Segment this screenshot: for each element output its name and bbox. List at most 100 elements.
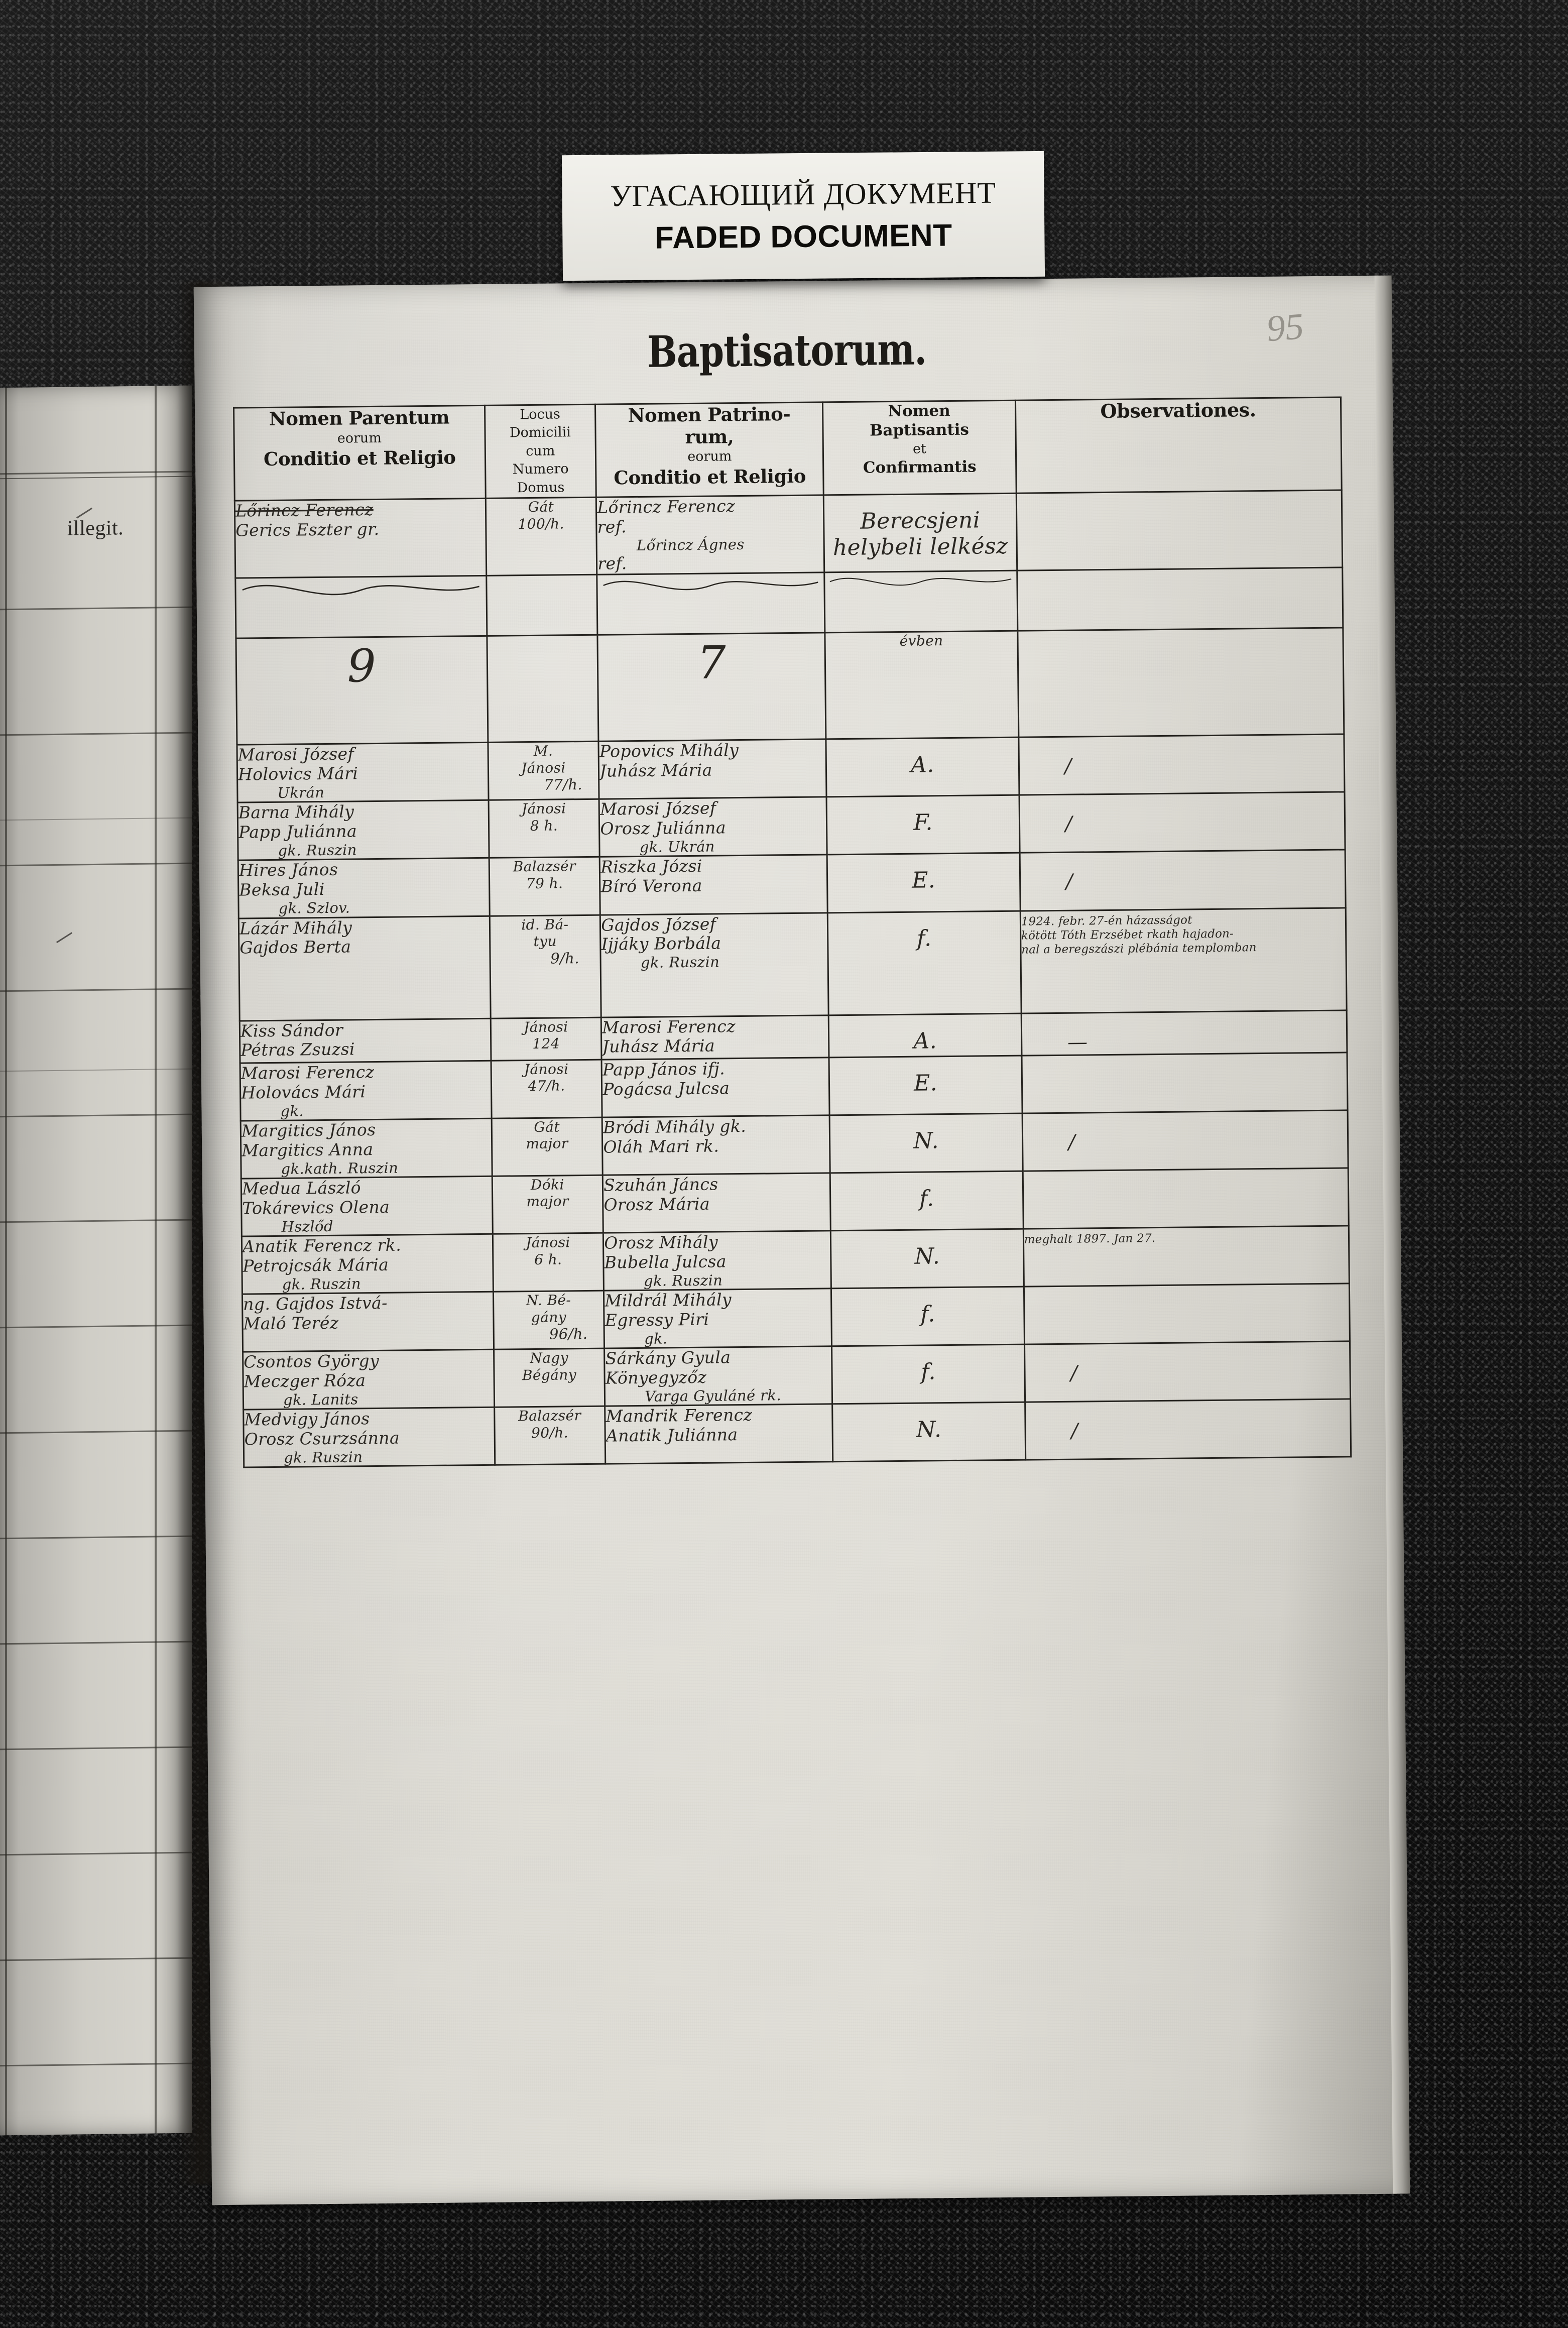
cell-godparent-names: Marosi Ferencz Juhász Mária xyxy=(601,1015,829,1060)
cell-domicile: Balazsér 90/h. xyxy=(494,1406,606,1465)
register-page-recto: 95 Baptisatorum. Nomen Parentum eorum Co… xyxy=(193,275,1410,2205)
cell-baptising-minister: N. xyxy=(829,1113,1023,1173)
cell-godparent-names: Orosz Mihály Bubella Julcsa gk. Ruszin xyxy=(603,1230,831,1291)
cell-parent-names: Csontos György Meczger Róza gk. Lanits xyxy=(243,1349,495,1410)
cell-observations xyxy=(1016,490,1343,571)
table-row: Lázár Mihály Gajdos Berta id. Bá-tyu 9/h. Ga… xyxy=(238,907,1347,1021)
cell-baptising-minister: Berecsjeni helybeli lelkész xyxy=(823,493,1017,573)
cell-domicile: Jánosi 6 h. xyxy=(492,1233,604,1292)
cell-baptising-minister: A. xyxy=(826,737,1019,797)
cell-baptising-minister: F. xyxy=(826,795,1020,855)
cell-domicile xyxy=(487,635,599,743)
table-row: Margitics János Margitics Anna gk.kath. Ru… xyxy=(240,1110,1349,1179)
cell-godparent-names: 7 xyxy=(597,633,826,742)
cell-godparent-names: Popovics Mihály Juhász Mária xyxy=(598,739,827,799)
squiggle-filler-cell xyxy=(235,575,487,639)
column-header-nomen-parentum: Nomen Parentum eorum Conditio et Religio xyxy=(233,405,486,501)
table-body: Lőrincz Ferencz Gerics Eszter gr. Gát 100/h… xyxy=(234,490,1351,1468)
squiggle-filler-cell xyxy=(597,572,825,635)
cell-godparent-names: Bródi Mihály gk. Oláh Mari rk. xyxy=(602,1115,830,1176)
table-row: 9 7 évben xyxy=(235,628,1344,745)
page-title: Baptisatorum. xyxy=(647,324,927,378)
cell-parent-names: Kiss Sándor Pétras Zsuzsi xyxy=(239,1018,491,1063)
cell-observations xyxy=(1021,1052,1348,1113)
column-header-nomen-baptisantis: Nomen Baptisantis et Confirmantis xyxy=(822,400,1016,496)
cell-observations: / xyxy=(1019,792,1346,853)
cell-baptising-minister: N. xyxy=(830,1229,1024,1289)
cell-observations: 1924. febr. 27-én házasságot kötött Tóth … xyxy=(1020,907,1347,1013)
cell-observations xyxy=(1024,1283,1350,1345)
cell-domicile: Balazsér 79 h. xyxy=(489,857,600,916)
cell-observations: — xyxy=(1021,1010,1347,1056)
table-row: Barna Mihály Papp Juliánna gk. Ruszin János… xyxy=(237,792,1346,861)
table-header-row: Nomen Parentum eorum Conditio et Religio… xyxy=(233,397,1342,501)
left-page-illegit-label: illegit. xyxy=(67,516,124,540)
cell-godparent-names: Gajdos József Ijjáky Borbála gk. Ruszin xyxy=(600,912,829,1017)
cell-godparent-names: Marosi József Orosz Juliánna gk. Ukrán xyxy=(599,797,827,857)
table-row: Anatik Ferencz rk. Petrojcsák Mária gk. Ru… xyxy=(242,1225,1350,1295)
squiggle-filler-cell xyxy=(1017,567,1343,631)
cell-domicile: Jánosi 47/h. xyxy=(491,1059,602,1119)
table-row: Medvigy János Orosz Csurzsánna gk. Ruszin B… xyxy=(243,1399,1351,1468)
cell-baptising-minister: E. xyxy=(829,1055,1022,1115)
cell-parent-names: Medua László Tokárevics Olena Hszlőd xyxy=(241,1176,493,1237)
cell-parent-names: 9 xyxy=(235,636,488,745)
cell-baptising-minister: f. xyxy=(831,1287,1025,1346)
cell-domicile: Dóki major xyxy=(492,1175,604,1234)
cell-godparent-names: Lőrincz Ferencz ref. Lőrincz Ágnes ref. xyxy=(596,495,825,575)
squiggle-filler-cell xyxy=(824,570,1018,633)
overlay-label-russian: УГАСАЮЩИЙ ДОКУМЕНТ xyxy=(610,176,997,213)
cell-baptising-minister: N. xyxy=(832,1402,1026,1462)
cell-domicile: id. Bá-tyu 9/h. xyxy=(489,914,601,1018)
cell-observations: / xyxy=(1024,1341,1351,1403)
cell-domicile: Jánosi 124 xyxy=(490,1017,602,1061)
column-header-locus-domicilii: Locus Domicilii cum Numero Domus xyxy=(485,404,596,499)
cell-godparent-names: Papp János ifj. Pogácsa Julcsa xyxy=(601,1057,830,1117)
faded-document-overlay-label: УГАСАЮЩИЙ ДОКУМЕНТ FADED DOCUMENT xyxy=(561,151,1045,281)
cell-parent-names: Lázár Mihály Gajdos Berta xyxy=(238,915,491,1021)
column-header-nomen-patrinorum: Nomen Patrino- rum, eorum Conditio et Re… xyxy=(595,402,824,498)
cell-baptising-minister: E. xyxy=(827,853,1020,913)
cell-domicile: Gát 100/h. xyxy=(485,497,597,576)
cell-domicile: M. Jánosi 77/h. xyxy=(488,741,599,800)
squiggle-filler-cell xyxy=(486,574,598,636)
table-row: Lőrincz Ferencz Gerics Eszter gr. Gát 100/h… xyxy=(234,490,1343,578)
cell-parent-names: Anatik Ferencz rk. Petrojcsák Mária gk. Ru… xyxy=(242,1234,494,1295)
cell-baptising-minister: f. xyxy=(827,910,1021,1015)
cell-parent-names: Hires János Beksa Juli gk. Szlov. xyxy=(238,858,490,918)
cell-domicile: Gát major xyxy=(491,1117,603,1177)
cell-parent-names: Marosi József Holovics Mári Ukrán xyxy=(236,742,489,803)
cell-godparent-names: Szuhán Jáncs Orosz Mária xyxy=(602,1173,831,1233)
cell-godparent-names: Mandrik Ferencz Anatik Juliánna xyxy=(605,1404,833,1464)
cell-baptising-minister: évben xyxy=(825,631,1019,740)
cell-observations: / xyxy=(1019,850,1346,911)
cell-observations: / xyxy=(1025,1399,1351,1460)
cell-baptising-minister: A. xyxy=(828,1013,1022,1058)
baptism-register-table: Nomen Parentum eorum Conditio et Religio… xyxy=(233,396,1352,1468)
table-row: Csontos György Meczger Róza gk. Lanits Nagy… xyxy=(243,1341,1351,1410)
cell-observations xyxy=(1022,1168,1349,1229)
table-row: Marosi Ferencz Holovács Mári gk. Jánosi 47/h… xyxy=(240,1052,1348,1121)
cell-domicile: Nagy Bégány xyxy=(494,1348,605,1408)
table-row: ng. Gajdos Istvá- Maló Teréz N. Bé-gány 96/… xyxy=(242,1283,1350,1352)
column-header-observationes: Observationes. xyxy=(1015,397,1342,494)
cell-observations: meghalt 1897. Jan 27. xyxy=(1023,1225,1350,1287)
cell-baptising-minister: f. xyxy=(830,1171,1024,1231)
cell-observations: / xyxy=(1022,1110,1349,1172)
table-row: Marosi József Holovics Mári Ukrán M. Jánosi 7… xyxy=(236,734,1345,803)
left-page-verso: illegit. xyxy=(0,385,192,2136)
cell-godparent-names: Mildrál Mihály Egressy Piri gk. xyxy=(604,1288,832,1349)
cell-domicile: Jánosi 8 h. xyxy=(488,799,600,858)
cell-observations: / xyxy=(1018,734,1345,795)
table-row: Hires János Beksa Juli gk. Szlov. Balazsér 7… xyxy=(238,850,1346,918)
cell-parent-names: Medvigy János Orosz Csurzsánna gk. Ruszin xyxy=(243,1407,495,1468)
cell-parent-names: Barna Mihály Papp Juliánna gk. Ruszin xyxy=(237,800,489,861)
cell-baptising-minister: f. xyxy=(831,1344,1025,1405)
cell-parent-names: Marosi Ferencz Holovács Mári gk. xyxy=(240,1060,492,1121)
overlay-label-english: FADED DOCUMENT xyxy=(654,218,952,256)
cell-parent-names: Margitics János Margitics Anna gk.kath. Ru… xyxy=(240,1118,492,1179)
cell-domicile: N. Bé-gány 96/h. xyxy=(493,1291,605,1350)
table-row: Medua László Tokárevics Olena Hszlőd Dóki ma… xyxy=(241,1168,1349,1237)
cell-godparent-names: Riszka Józsi Bíró Verona xyxy=(599,855,828,915)
